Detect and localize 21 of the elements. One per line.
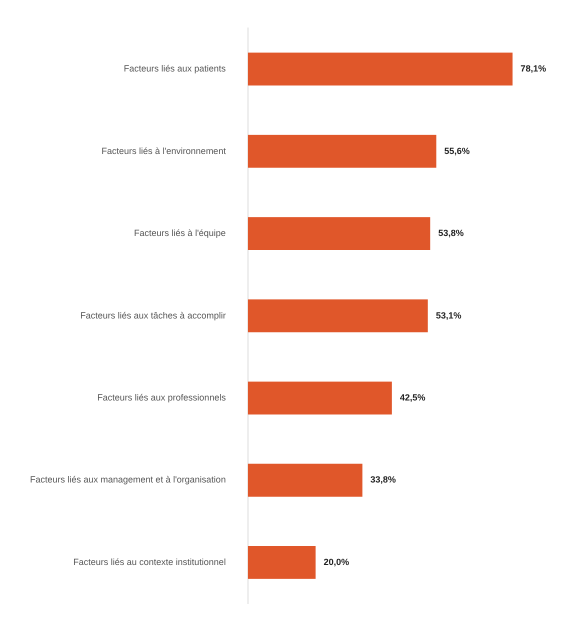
y-tick-label: Facteurs liés à l'environnement [102,146,226,156]
bar [248,546,316,579]
y-tick-label: Facteurs liés aux professionnels [97,392,226,403]
bar [248,382,392,414]
bar [248,134,436,168]
y-tick-label: Facteurs liés aux management et à l'organisation [30,474,226,485]
data-label: 55,6% [444,146,470,156]
data-label: 78,1% [520,64,546,74]
y-tick-label: Facteurs liés aux patients [124,64,226,74]
data-label: 33,8% [370,474,396,485]
y-tick-label: Facteurs liés aux tâches à accomplir [80,310,226,320]
y-tick-label: Facteurs liés au contexte institutionnel [73,556,226,567]
bar [248,299,428,332]
data-label: 53,1% [436,310,462,320]
data-label: 20,0% [324,556,350,567]
bar [248,217,430,250]
bar [248,52,513,86]
y-tick-label: Facteurs liés à l'équipe [134,228,226,238]
data-label: 42,5% [400,392,426,403]
bar [248,464,362,497]
data-label: 53,8% [438,228,464,238]
